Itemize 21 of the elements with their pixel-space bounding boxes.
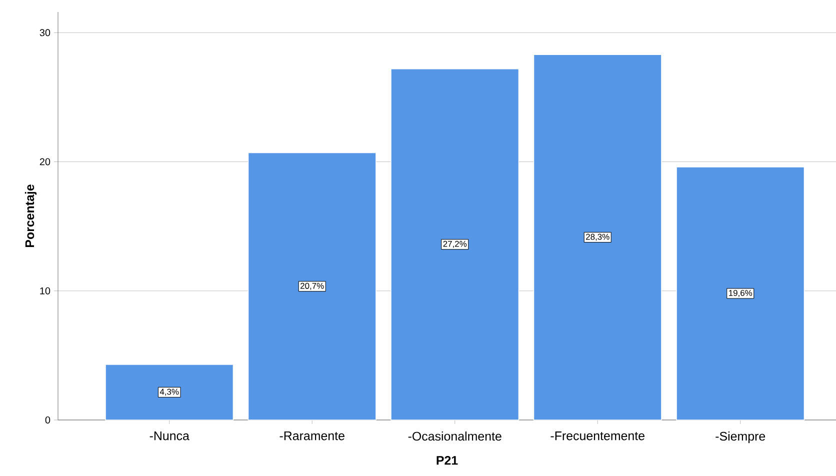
- y-tick-label: 20: [40, 158, 50, 166]
- bar: [248, 152, 376, 420]
- x-tick-label: -Nunca: [150, 432, 190, 440]
- y-tick-label: 30: [40, 29, 50, 36]
- bar: [390, 68, 520, 420]
- bar: [533, 54, 662, 420]
- x-tick-label: -Ocasionalmente: [408, 432, 502, 441]
- x-tick-label: -Raramente: [280, 432, 344, 440]
- y-tick-label: 10: [40, 287, 50, 294]
- data-label: 19,6%: [729, 290, 752, 297]
- y-axis-title: Porcentaje: [24, 184, 37, 247]
- x-axis-title: P21: [436, 456, 458, 465]
- bar: [676, 166, 805, 420]
- x-tick-label: -Siempre: [716, 432, 766, 444]
- y-tick-label: 0: [45, 416, 50, 424]
- data-label: 4,3%: [160, 388, 179, 396]
- data-label: 28,3%: [586, 234, 610, 241]
- bar: [105, 364, 234, 420]
- x-tick-label: -Frecuentemente: [550, 432, 644, 440]
- data-label: 27,2%: [443, 240, 467, 248]
- data-label: 20,7%: [300, 282, 324, 290]
